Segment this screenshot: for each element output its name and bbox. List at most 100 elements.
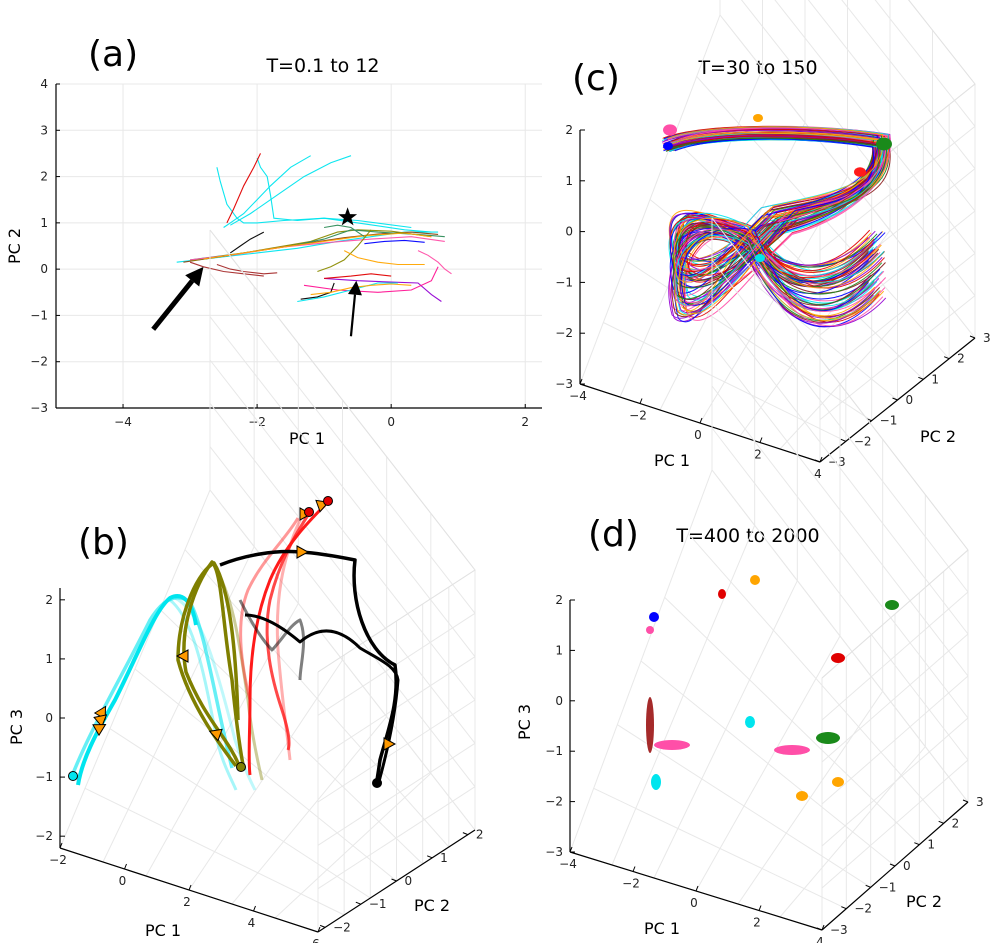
y-tick-label: −3: [828, 455, 846, 469]
cluster-6: [745, 716, 755, 728]
panel-a-xlabel: PC 1: [289, 429, 325, 448]
y-tick-label: 2: [957, 352, 965, 366]
y-tick-mark: [840, 438, 847, 442]
y-tick-label: 4: [40, 77, 48, 91]
triangle-marker-1: [93, 714, 108, 728]
x-tick-mark: [632, 866, 636, 872]
start-marker-4: [372, 778, 382, 788]
x-tick-label: −2: [49, 853, 67, 867]
trajectory-line-0: [216, 167, 432, 233]
y-tick-mark: [841, 906, 847, 910]
box-grid: [687, 533, 945, 824]
v-tick-label: 1: [45, 652, 53, 666]
trajectory-line-2: [223, 155, 311, 228]
x-tick-mark: [579, 378, 583, 385]
v-tick-label: 2: [45, 593, 53, 607]
y-tick-mark: [319, 924, 326, 928]
x-tick-label: 0: [690, 896, 698, 910]
v-tick-label: −3: [555, 377, 573, 391]
panel-d-title: T=400 to 2000: [675, 525, 819, 547]
trajectory-line-67: [666, 137, 880, 305]
panel-c: (c) T=30 to 150 −3 −2 −1 0 1 2 −4 −2 0 2 4 −3 −2 −1 0 1…: [555, 0, 991, 481]
trajectory-line-11: [203, 232, 432, 260]
panel-c-ylabel: PC 2: [920, 427, 956, 446]
arrow-shaft-1: [151, 279, 195, 331]
y-tick-label: 0: [906, 393, 914, 407]
x-tick-mark: [59, 842, 63, 849]
start-marker-0: [68, 771, 78, 781]
start-marker-2: [304, 507, 314, 517]
y-tick-mark: [962, 799, 969, 803]
panel-a: (a) T=0.1 to 12 −4 −2 0 2 −3 −2 −1 0 1 2 3 4 PC 1 P…: [5, 34, 542, 448]
y-tick-mark: [426, 855, 433, 859]
box-grid: [664, 596, 920, 846]
trajectory-line-18: [310, 283, 412, 296]
x-tick-mark: [699, 417, 703, 424]
y-tick-label: −2: [854, 902, 872, 916]
triangle-marker-3: [175, 649, 189, 663]
cluster-8: [654, 740, 690, 750]
y-tick-mark: [889, 863, 896, 867]
panel-b-zlabel: PC 2: [414, 896, 450, 915]
y-tick-mark: [943, 356, 950, 360]
trajectory-line-69: [667, 126, 884, 289]
trajectory-line-7: [183, 231, 439, 263]
box-grid: [209, 489, 476, 831]
y-tick-label: −1: [30, 308, 48, 322]
x-tick-mark: [124, 863, 127, 870]
v-tick-label: −1: [555, 275, 573, 289]
x-tick-mark: [317, 926, 321, 933]
cluster-11: [774, 745, 810, 755]
trajectory-line-4: [226, 153, 261, 224]
v-tick-label: −2: [545, 795, 563, 809]
box-grid: [184, 549, 450, 848]
trajectory-line-8: [190, 229, 432, 262]
y-tick-label: 1: [40, 216, 48, 230]
arrow-shaft-2: [349, 294, 357, 337]
trajectory-line-11: [219, 549, 398, 788]
x-tick-label: 2: [183, 895, 191, 909]
cluster-1: [718, 589, 726, 599]
v-tick-label: 0: [45, 711, 53, 725]
box-grid: [874, 0, 976, 127]
x-tick-label: −4: [559, 857, 577, 871]
x-tick-mark: [639, 398, 643, 404]
y-tick-label: −2: [854, 434, 872, 448]
x-tick-label: −2: [248, 415, 266, 429]
box-grid: [807, 0, 976, 212]
triangle-marker-4: [208, 728, 223, 742]
trajectory-line-19: [324, 273, 392, 279]
y-tick-mark: [462, 832, 469, 836]
panel-c-xlabel: PC 1: [654, 451, 690, 470]
x-tick-label: 2: [753, 916, 761, 930]
triangle-marker-7: [296, 545, 310, 559]
box-grid: [134, 668, 397, 882]
arrow-head-1: [185, 266, 204, 287]
box-grid: [159, 608, 424, 865]
y-tick-mark: [391, 878, 397, 882]
box-grid: [209, 273, 476, 614]
box-grid: [640, 660, 896, 867]
x-tick-label: 4: [248, 916, 256, 930]
y-tick-label: 3: [983, 331, 991, 345]
box-grid: [779, 746, 926, 918]
panel-d-letter: (d): [588, 514, 639, 555]
x-tick-label: 4: [814, 467, 822, 481]
x-tick-mark: [759, 437, 763, 443]
v-tick-label: 0: [565, 225, 573, 239]
trajectory-line-10: [275, 519, 302, 761]
cluster-12: [832, 777, 844, 787]
trajectory-line-16: [300, 282, 335, 300]
v-tick-label: −1: [35, 770, 53, 784]
y-tick-mark: [969, 335, 976, 339]
attractor-blob-0: [663, 124, 677, 136]
x-tick-label: 2: [521, 415, 529, 429]
y-tick-label: 2: [952, 816, 960, 830]
y-tick-mark: [355, 901, 362, 905]
v-tick-label: 2: [565, 123, 573, 137]
y-tick-label: −3: [30, 401, 48, 415]
y-tick-label: 1: [931, 372, 939, 386]
x-tick-label: 6: [312, 937, 320, 943]
v-tick-label: 0: [555, 694, 563, 708]
